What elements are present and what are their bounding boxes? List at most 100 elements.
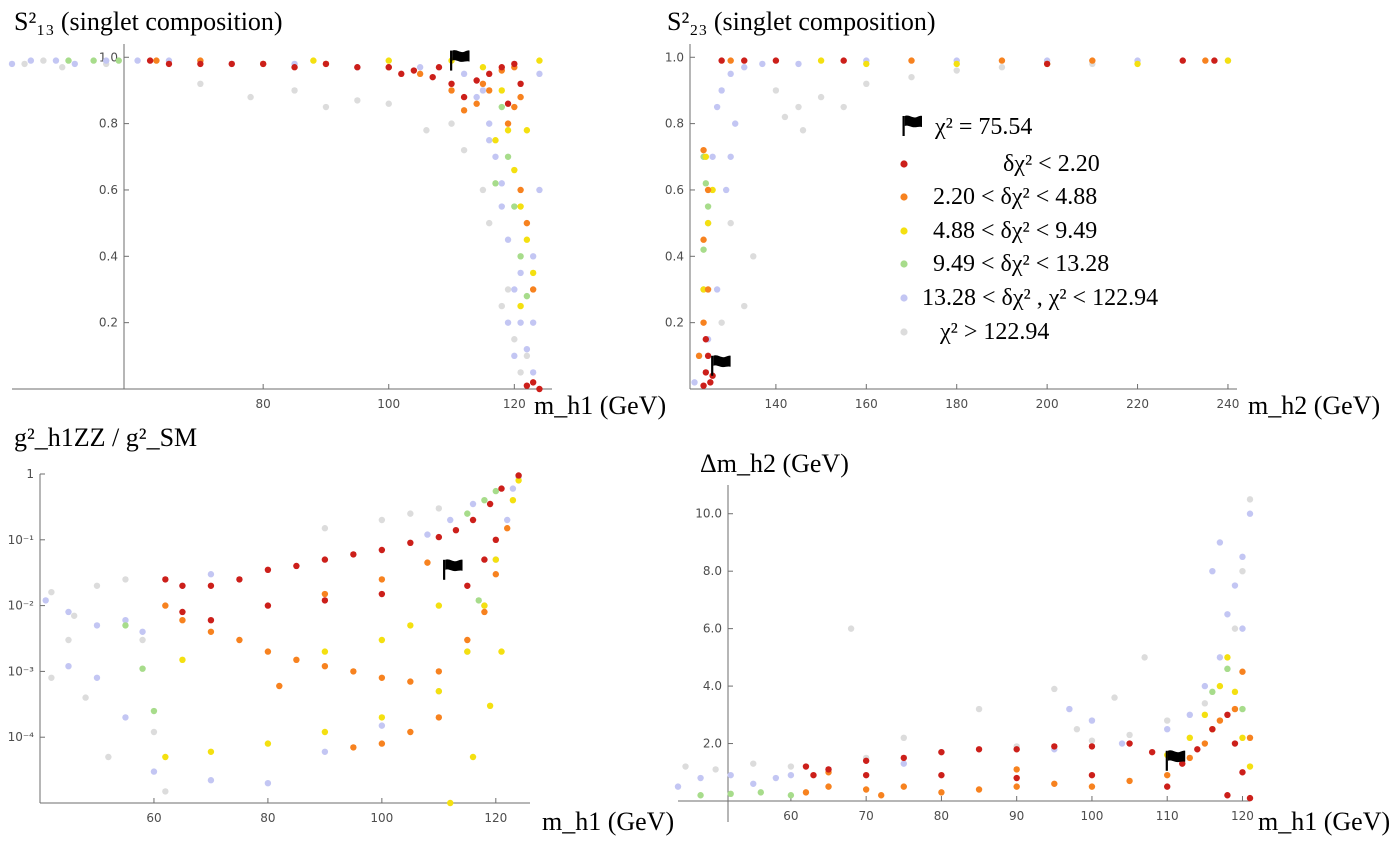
data-point-lavender [42, 597, 49, 604]
data-point-orange [293, 656, 300, 664]
data-point-orange [464, 636, 471, 644]
legend-swatch-red [900, 160, 908, 168]
data-point-gray [1246, 496, 1254, 503]
data-point-gray [435, 505, 443, 512]
data-point-lavender [727, 153, 734, 160]
data-point-gray [975, 705, 983, 713]
data-point-gray [479, 186, 487, 194]
data-point-red [293, 562, 300, 570]
legend-entry-orange: 2.20 < δχ² < 4.88 [900, 184, 1097, 210]
data-point-red [165, 60, 173, 68]
data-point-orange [407, 678, 414, 685]
data-point-lavender [509, 485, 517, 492]
data-point-yellow [321, 648, 329, 655]
y-tick-label: 0.2 [665, 316, 684, 330]
data-point-orange [938, 789, 945, 796]
data-point-lavender [1239, 625, 1246, 632]
data-point-red [1231, 740, 1239, 747]
data-point-orange [862, 786, 870, 793]
x-tick-label: 120 [503, 397, 526, 411]
legend-flag-icon [902, 115, 922, 136]
panel-s23-ticks: 140 160 180 200 220 240 0.2 0.4 0.6 0.8 1.0 [665, 50, 1240, 411]
data-point-green [90, 57, 97, 64]
y-tick-label: 10.0 [695, 507, 722, 521]
data-point-red [452, 526, 460, 534]
data-point-yellow [179, 656, 186, 664]
data-point-yellow [1239, 734, 1246, 741]
data-point-red [825, 766, 832, 773]
data-point-lavender [1066, 705, 1073, 713]
data-point-red [429, 73, 436, 81]
y-tick-label: 0.4 [665, 249, 684, 263]
data-point-lavender [1239, 553, 1246, 561]
data-point-red [448, 80, 455, 88]
x-tick-label: 240 [1217, 397, 1240, 411]
data-point-red [321, 556, 329, 563]
data-point-lavender [65, 608, 72, 616]
panel-ghzz-title: g²_h1ZZ / g²_SM [14, 423, 197, 452]
data-point-orange [1089, 57, 1096, 64]
x-tick-label: 220 [1126, 397, 1149, 411]
data-point-lavender [460, 70, 468, 78]
data-point-lavender [492, 153, 499, 160]
data-point-lavender [795, 60, 802, 68]
data-point-gray [40, 57, 47, 64]
data-point-red [1246, 794, 1254, 802]
data-point-orange [486, 87, 493, 94]
data-point-yellow [953, 60, 960, 68]
data-point-red [1051, 743, 1058, 750]
data-point-lavender [93, 674, 101, 681]
data-point-lavender [122, 616, 129, 624]
panel-s13-axes [12, 44, 552, 390]
panel-ghzz-xlabel: m_h1 (GeV) [542, 807, 674, 836]
data-point-gray [795, 103, 802, 111]
data-point-red [492, 536, 500, 543]
data-point-gray [1201, 700, 1209, 707]
data-point-orange [1013, 766, 1020, 773]
data-point-yellow [863, 60, 870, 68]
best-fit-flag-icon [1165, 750, 1186, 771]
panel-dmh2-points [674, 496, 1254, 802]
data-point-orange [1186, 754, 1193, 762]
data-point-red [162, 576, 169, 583]
data-point-lavender [709, 153, 716, 160]
legend-entry-lavender: 13.28 < δχ² , χ² < 122.94 [900, 285, 1158, 311]
data-point-gray [385, 100, 392, 107]
x-tick-label: 160 [855, 397, 878, 411]
data-point-lavender [498, 203, 505, 210]
data-point-gray [998, 64, 1006, 71]
data-point-red [707, 379, 714, 386]
panel-s23-xlabel: m_h2 (GeV) [1248, 391, 1380, 420]
panel-s13-xlabel: m_h1 (GeV) [534, 391, 666, 420]
data-point-red [179, 608, 186, 616]
data-point-red [1148, 748, 1156, 756]
data-point-lavender [8, 60, 16, 68]
data-point-lavender [504, 516, 511, 524]
data-point-green [517, 253, 524, 260]
data-point-red [473, 77, 480, 84]
legend-label-lavender: 13.28 < δχ² , χ² < 122.94 [922, 285, 1158, 311]
data-point-gray [953, 67, 960, 74]
data-point-lavender [1164, 725, 1171, 733]
data-point-red [938, 748, 945, 756]
data-point-yellow [469, 753, 477, 761]
data-point-yellow [517, 203, 524, 210]
data-point-green [523, 292, 531, 300]
x-tick-label: 120 [1231, 809, 1254, 823]
legend-entry-red: δχ² < 2.20 [900, 151, 1100, 177]
panel-dmh2-title: Δm_h2 (GeV) [700, 449, 849, 478]
data-point-red [1179, 57, 1186, 64]
data-point-red [197, 60, 204, 68]
data-point-yellow [536, 57, 543, 64]
panel-ghzz-ticks: 60 80 100 120 10⁻⁴ 10⁻³ 10⁻² 10⁻¹ 1 [8, 467, 508, 825]
data-point-green [122, 622, 129, 629]
data-point-lavender [1231, 582, 1239, 589]
data-point-gray [460, 146, 468, 154]
data-point-gray [321, 525, 329, 532]
data-point-red [862, 771, 870, 779]
data-point-yellow [310, 57, 317, 64]
x-tick-label: 90 [1009, 809, 1024, 823]
data-point-gray [423, 127, 430, 134]
data-point-green [139, 665, 146, 672]
data-point-orange [473, 100, 480, 107]
